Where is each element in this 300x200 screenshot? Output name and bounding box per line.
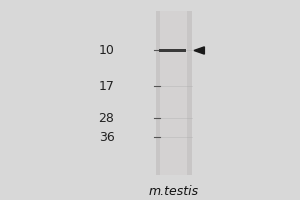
Text: 17: 17 [98, 80, 114, 93]
Text: 10: 10 [98, 44, 114, 57]
Text: 28: 28 [98, 112, 114, 125]
Bar [160, 11, 187, 175]
Text: 36: 36 [99, 131, 114, 144]
Polygon shape [194, 47, 204, 54]
Text: m.testis: m.testis [149, 185, 199, 198]
Bar [159, 49, 186, 52]
Bar [156, 11, 192, 175]
